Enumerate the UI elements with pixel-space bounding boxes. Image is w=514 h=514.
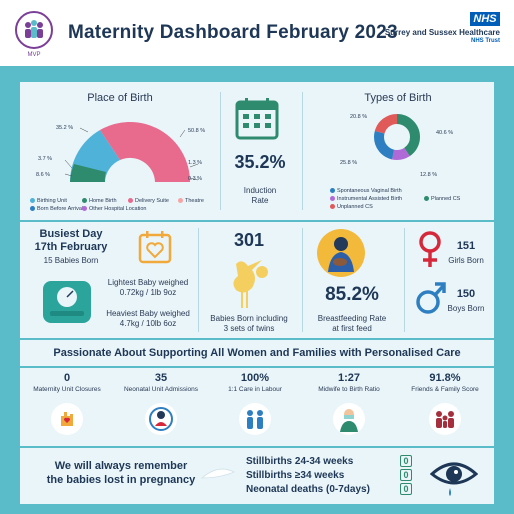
stat-label-4: Midwife to Birth Ratio — [318, 386, 380, 393]
eye-icon — [430, 462, 478, 496]
busiest-day-title: Busiest Day — [39, 228, 103, 240]
scale-icon — [43, 281, 91, 323]
place-of-birth-title: Place of Birth — [87, 92, 153, 104]
stillbirth-value-3: 0 — [400, 483, 412, 495]
busiest-day-count: 15 Babies Born — [43, 256, 99, 265]
trust-name: Surrey and Sussex Healthcare — [384, 28, 500, 37]
stat-label-2: Neonatal Unit Admissions — [123, 386, 199, 393]
banner-card: Passionate About Supporting All Women an… — [20, 340, 494, 366]
midwife-icon — [333, 403, 365, 435]
stillbirth-label-3: Neonatal deaths (0-7days) — [246, 484, 370, 495]
breastfeeding-label-1: Breastfeeding Rate — [317, 314, 387, 323]
middle-card: Busiest Day 17th February 15 Babies Born… — [20, 222, 494, 338]
pob-legend-5: Born Before Arrival — [30, 206, 83, 212]
boys-value: 150 — [456, 288, 476, 300]
stat-label-1: Maternity Unit Closures — [33, 386, 101, 393]
tob-label-1: 20.8 % — [350, 114, 368, 120]
pob-legend-6: Other Hospital Location — [82, 206, 146, 212]
memorial-line-1: We will always remember — [54, 460, 188, 472]
page-title: Maternity Dashboard February 2023 — [68, 22, 398, 43]
stat-value-3: 100% — [240, 372, 270, 384]
stillbirth-value-2: 0 — [400, 469, 412, 481]
heaviest-value: 4.7kg / 10lb 6oz — [119, 319, 177, 328]
heaviest-label: Heaviest Baby weighed — [106, 309, 190, 318]
types-of-birth-title: Types of Birth — [364, 92, 432, 104]
neonatal-icon — [145, 403, 177, 435]
tob-label-3: 25.8 % — [340, 160, 358, 166]
babies-born-value: 301 — [233, 230, 265, 250]
stillbirth-label-1: Stillbirths 24-34 weeks — [246, 456, 354, 467]
memorial-line-2: the babies lost in pregnancy — [46, 474, 196, 486]
family-icon — [429, 403, 461, 435]
stat-value-1: 0 — [63, 372, 71, 384]
breastfeeding-label-2: at first feed — [332, 324, 372, 333]
svg-text:MVP: MVP — [27, 52, 40, 58]
place-of-birth-chart — [64, 121, 199, 182]
header: MVP Maternity Dashboard February 2023 NH… — [0, 0, 514, 66]
lightest-label: Lightest Baby weighed — [107, 278, 189, 287]
girls-label: Girls Born — [448, 256, 484, 265]
tob-label-4: 12.8 % — [420, 172, 438, 178]
pob-label-4: 8.6 % — [36, 172, 51, 178]
babies-born-label-1: Babies Born including — [210, 314, 288, 323]
memorial-card: We will always remember the babies lost … — [20, 448, 494, 504]
hand-icon — [51, 403, 83, 435]
people-icon — [239, 403, 271, 435]
pob-label-1: 35.2 % — [56, 125, 74, 131]
pob-label-2: 50.8 % — [188, 128, 206, 134]
lightest-value: 0.72kg / 1lb 9oz — [119, 288, 177, 297]
stat-value-4: 1:27 — [337, 372, 361, 384]
breastfeeding-icon — [317, 229, 365, 277]
tob-legend-3: Planned CS — [424, 196, 460, 202]
stat-label-3: 1:1 Care in Labour — [228, 386, 282, 393]
pob-label-6: 0.3 % — [188, 176, 203, 182]
heart-calendar-icon — [138, 231, 172, 264]
induction-value: 35.2% — [234, 152, 286, 172]
stork-icon — [233, 260, 268, 308]
stat-value-2: 35 — [154, 372, 168, 384]
boys-label: Boys Born — [447, 304, 485, 313]
trust-sub: NHS Trust — [470, 38, 500, 44]
busiest-day-date: 17th February — [34, 241, 108, 253]
stillbirth-value-1: 0 — [400, 455, 412, 467]
pob-legend-1: Birthing Unit — [30, 198, 67, 204]
female-symbol-icon — [419, 231, 441, 267]
nhs-logo: NHS — [470, 12, 500, 26]
pob-legend-3: Delivery Suite — [128, 198, 169, 204]
tob-label-2: 40.6 % — [436, 130, 454, 136]
stillbirth-label-2: Stillbirths ≥34 weeks — [246, 470, 345, 481]
breastfeeding-value: 85.2% — [325, 284, 379, 305]
calendar-icon — [235, 98, 279, 140]
pob-label-5: 1.3 % — [188, 160, 203, 166]
tob-legend-4: Unplanned CS — [330, 204, 373, 210]
stats-card: 0 Maternity Unit Closures 35 Neonatal Un… — [20, 368, 494, 446]
girls-value: 151 — [456, 240, 476, 252]
induction-label-2: Rate — [251, 196, 269, 205]
babies-born-label-2: 3 sets of twins — [223, 324, 275, 333]
pob-legend-2: Home Birth — [82, 198, 117, 204]
induction-label-1: Induction — [243, 186, 277, 195]
stat-value-5: 91.8% — [429, 372, 461, 384]
types-of-birth-chart — [374, 114, 420, 160]
top-card: Place of Birth 35.2 % 50.8 % 3.7 % 8.6 %… — [20, 82, 494, 220]
pob-label-3: 3.7 % — [38, 156, 53, 162]
banner-text: Passionate About Supporting All Women an… — [53, 347, 461, 359]
mvp-logo: MVP — [15, 11, 53, 58]
feather-icon — [200, 468, 235, 479]
male-symbol-icon — [416, 282, 446, 314]
tob-legend-2: Instrumental Assisted Birth — [330, 196, 402, 202]
stat-label-5: Friends & Family Score — [411, 386, 479, 393]
pob-legend-4: Theatre — [178, 198, 204, 204]
tob-legend-1: Spontaneous Vaginal Birth — [330, 188, 402, 194]
